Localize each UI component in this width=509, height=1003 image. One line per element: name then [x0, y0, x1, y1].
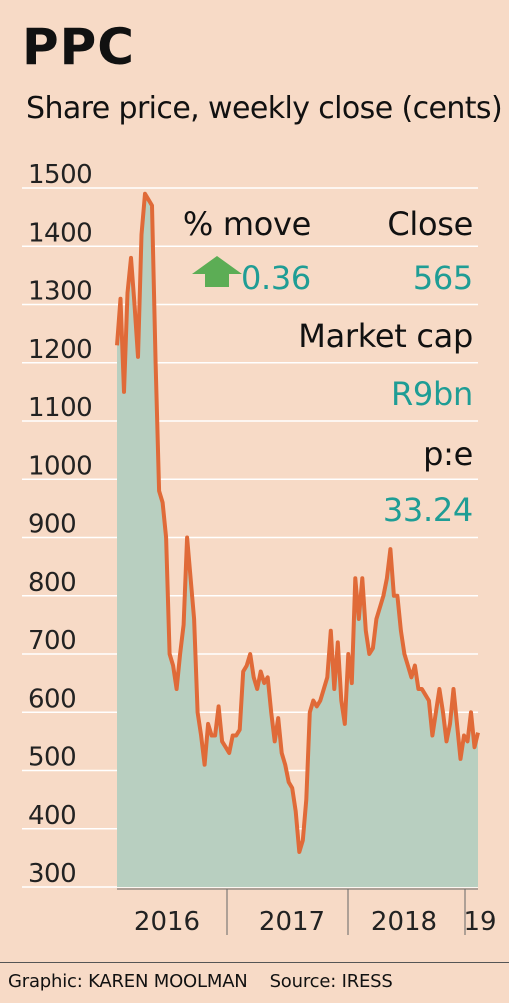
price-area [117, 193, 478, 888]
up-arrow-icon [192, 256, 242, 287]
y-tick-label: 1200 [28, 335, 92, 365]
y-tick-label: 400 [28, 801, 76, 831]
x-tick-label: 2016 [134, 907, 200, 937]
y-tick-label: 1100 [28, 393, 92, 423]
y-tick-label: 600 [28, 684, 76, 714]
y-tick-label: 700 [28, 626, 76, 656]
chart-title: PPC [22, 18, 135, 76]
y-tick-label: 1000 [28, 451, 92, 481]
move-value: 0.36 [240, 259, 311, 297]
chart-subtitle: Share price, weekly close (cents) [26, 91, 503, 126]
y-tick-label: 300 [28, 859, 76, 889]
y-tick-label: 1300 [28, 277, 92, 307]
y-tick-label: 500 [28, 743, 76, 773]
x-tick-label: 2018 [371, 907, 437, 937]
y-tick-label: 1500 [28, 160, 92, 190]
footer: Graphic: KAREN MOOLMAN Source: IRESS [0, 962, 509, 993]
x-tick-label: 19 [463, 907, 496, 937]
market-cap-value: R9bn [391, 375, 473, 413]
close-label: Close [387, 205, 473, 243]
source-credit: Source: IRESS [269, 971, 393, 992]
y-tick-label: 800 [28, 568, 76, 598]
x-tick-label: 2017 [259, 907, 325, 937]
price-line [115, 191, 480, 854]
y-tick-label: 1400 [28, 218, 92, 248]
pe-value: 33.24 [382, 491, 473, 529]
market-cap-label: Market cap [298, 317, 473, 355]
pe-label: p:e [423, 435, 473, 473]
move-label: % move [182, 205, 311, 243]
x-axis: 2016 2017 2018 19 [117, 888, 497, 937]
graphic-credit: Graphic: KAREN MOOLMAN [8, 971, 248, 992]
close-value: 565 [412, 259, 473, 297]
y-axis-ticks: 1500 1400 1300 1200 1100 1000 900 800 700 600 500 4… [28, 160, 93, 889]
y-tick-label: 900 [28, 510, 76, 540]
